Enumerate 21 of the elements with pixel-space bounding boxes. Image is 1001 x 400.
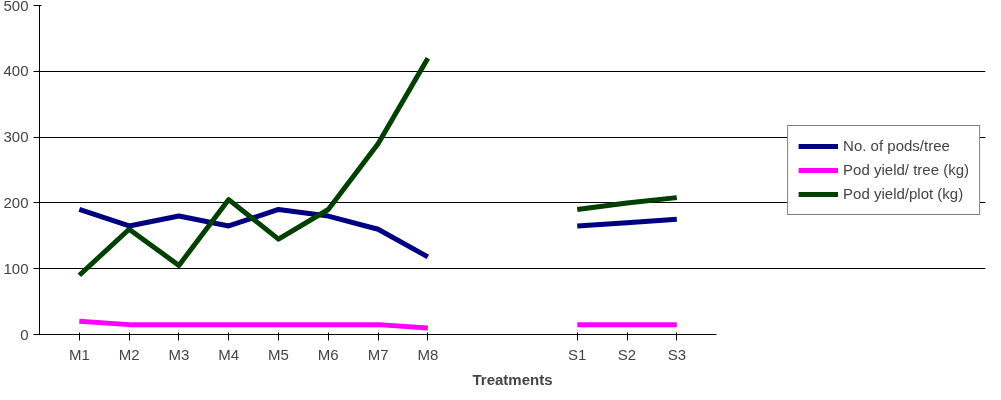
x-axis-title: Treatments: [472, 370, 553, 388]
y-tick-label: 500: [3, 0, 29, 14]
y-tick-label: 200: [3, 193, 29, 211]
x-tick-label: M1: [68, 345, 90, 363]
x-tick-label: M8: [417, 345, 439, 363]
legend-label: Pod yield/plot (kg): [843, 185, 964, 202]
legend-label: Pod yield/ tree (kg): [843, 161, 969, 178]
y-tick-label: 400: [3, 62, 29, 80]
x-tick-label: M2: [118, 345, 140, 363]
x-tick-label: M7: [367, 345, 389, 363]
x-tick-label: S2: [617, 345, 637, 363]
y-tick-label: 100: [3, 259, 29, 277]
y-tick-label: 0: [20, 325, 29, 343]
x-tick-label: M5: [268, 345, 289, 363]
x-tick-label: M4: [218, 345, 240, 363]
x-tick-label: M3: [168, 345, 190, 363]
y-tick-label: 300: [3, 128, 29, 146]
legend-label: No. of pods/tree: [843, 137, 950, 154]
x-tick-label: S3: [667, 345, 686, 363]
x-tick-label: S1: [568, 345, 587, 363]
x-tick-label: M6: [317, 345, 339, 363]
